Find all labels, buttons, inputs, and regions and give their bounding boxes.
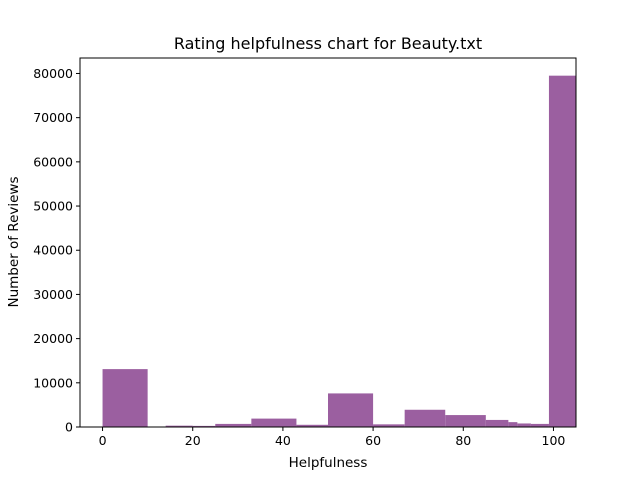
histogram-bar-1 bbox=[165, 425, 193, 427]
x-tick-label: 40 bbox=[275, 433, 291, 448]
x-tick-label: 100 bbox=[542, 433, 566, 448]
x-axis-ticks: 0 20 40 60 80 100 bbox=[99, 427, 566, 448]
y-tick-label: 10000 bbox=[33, 375, 73, 390]
y-tick-label: 30000 bbox=[33, 287, 73, 302]
x-tick-label: 0 bbox=[99, 433, 107, 448]
y-tick-label: 80000 bbox=[33, 66, 73, 81]
bars-group bbox=[102, 75, 576, 428]
histogram-bar-12 bbox=[517, 423, 531, 427]
y-axis-ticks: 0 10000 20000 30000 40000 50000 60000 70000 8000… bbox=[33, 66, 80, 435]
x-tick-label: 60 bbox=[365, 433, 381, 448]
chart-title: Rating helpfulness chart for Beauty.txt bbox=[174, 34, 482, 53]
histogram-bar-8 bbox=[404, 409, 446, 427]
histogram-bar-5 bbox=[296, 424, 328, 427]
y-tick-label: 0 bbox=[65, 420, 73, 435]
histogram-bar-9 bbox=[445, 415, 486, 427]
x-axis-label: Helpfulness bbox=[289, 455, 368, 471]
histogram-bar-6 bbox=[328, 393, 374, 427]
y-tick-label: 70000 bbox=[33, 110, 73, 125]
histogram-bar-2 bbox=[192, 425, 216, 427]
histogram-bar-3 bbox=[215, 423, 252, 427]
y-tick-label: 20000 bbox=[33, 331, 73, 346]
y-axis-label: Number of Reviews bbox=[6, 176, 22, 307]
histogram-bar-14 bbox=[548, 75, 576, 428]
histogram-bar-7 bbox=[373, 424, 405, 427]
histogram-bar-10 bbox=[485, 419, 509, 427]
x-tick-label: 80 bbox=[455, 433, 471, 448]
x-tick-label: 20 bbox=[185, 433, 201, 448]
y-tick-label: 60000 bbox=[33, 154, 73, 169]
histogram-bar-11 bbox=[508, 422, 518, 427]
histogram-bar-4 bbox=[251, 418, 297, 427]
plot-frame bbox=[79, 57, 577, 428]
histogram-bar-0 bbox=[102, 369, 148, 427]
y-tick-label: 50000 bbox=[33, 199, 73, 214]
y-tick-label: 40000 bbox=[33, 243, 73, 258]
histogram-bar-13 bbox=[530, 423, 549, 427]
